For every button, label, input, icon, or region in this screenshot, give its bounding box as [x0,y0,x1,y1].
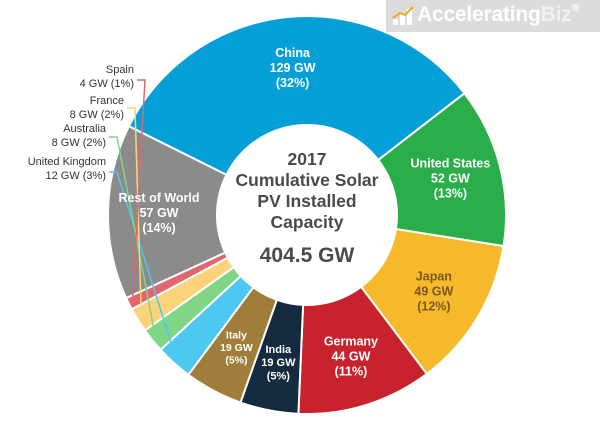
slice-label-italy-name: Italy [226,329,247,341]
brand-name-part-2: Biz [540,3,572,26]
slice-label-united-states-name: United States [410,157,490,171]
slice-label-china-name: China [275,46,311,60]
center-title-line-4: Capacity [271,212,344,232]
donut-slices [107,15,507,415]
slice-label-india-percent: (5%) [267,370,291,382]
center-total: 404.5 GW [260,244,355,267]
slice-label-rest-of-world-value: 57 GW [140,206,179,220]
leader-lines [109,79,178,361]
slice-label-rest-of-world-name: Rest of World [119,191,200,205]
leader-line-france [127,107,143,318]
center-title-line-3: PV Installed [257,191,356,211]
slice-label-australia-value: 8 GW (2%) [52,137,106,149]
brand-name: AcceleratingBiz® [417,3,579,27]
slice-label-japan-name: Japan [416,270,452,284]
center-title-line-1: 2017 [288,149,327,169]
slice-label-china-percent: (32%) [276,76,309,90]
leader-line-united-kingdom [109,171,178,361]
slice-label-united-states-value: 52 GW [431,172,470,186]
slice-label-india-name: India [266,344,293,356]
slice-label-germany-value: 44 GW [331,350,370,364]
slice-label-rest-of-world-percent: (14%) [142,221,175,235]
slice-label-italy-percent: (5%) [225,355,247,367]
growth-bars-icon [392,6,414,25]
slice-label-germany-percent: (11%) [335,365,368,379]
center-title-line-2: Cumulative Solar [236,170,379,190]
slice-china [127,15,466,177]
brand-registered-mark: ® [571,3,579,14]
slice-label-australia-name: Australia [63,123,107,135]
leader-line-australia [109,136,157,338]
slice-label-italy-value: 19 GW [220,342,253,354]
slice-label-united-kingdom-value: 12 GW (3%) [45,170,106,182]
slice-label-france-value: 8 GW (2%) [70,109,124,121]
slice-label-china-value: 129 GW [270,61,316,75]
leader-line-spain [131,79,146,302]
slice-label-germany-name: Germany [324,335,378,349]
slice-label-spain-name: Spain [106,64,134,76]
slice-label-japan-percent: (12%) [417,300,450,314]
slice-label-japan-value: 49 GW [414,285,453,299]
brand-name-part-1: Accelerating [417,3,541,26]
slice-label-united-states-percent: (13%) [434,187,467,201]
slice-rest-of-world [107,124,228,300]
slice-label-united-kingdom-name: United Kingdom [28,156,106,168]
slice-label-india-value: 19 GW [261,357,296,369]
donut-center: 2017 Cumulative Solar PV Installed Capac… [236,149,379,267]
slice-label-france-name: France [90,95,124,107]
brand-logo[interactable]: AcceleratingBiz® [386,0,600,32]
slice-label-spain-value: 4 GW (1%) [80,78,134,90]
